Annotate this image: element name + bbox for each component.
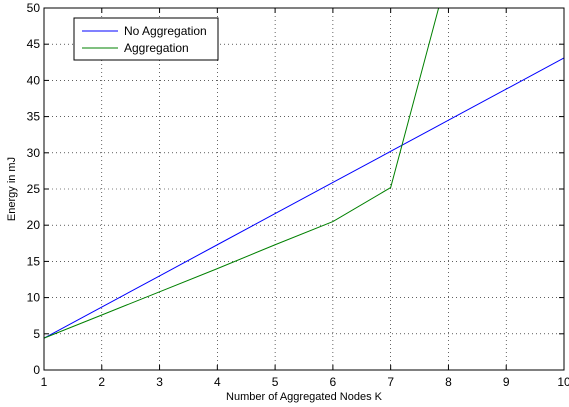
y-tick-label: 20 [27, 218, 41, 232]
y-tick-label: 35 [27, 110, 41, 124]
y-axis-label: Energy in mJ [6, 157, 18, 221]
x-tick-label: 8 [445, 375, 452, 389]
y-tick-label: 45 [27, 37, 41, 51]
y-tick-label: 5 [33, 327, 40, 341]
y-tick-label: 50 [27, 1, 41, 15]
x-tick-label: 4 [214, 375, 221, 389]
grid [43, 7, 565, 371]
y-tick-label: 0 [33, 363, 40, 377]
x-axis-label: Number of Aggregated Nodes K [226, 391, 383, 403]
x-tick-label: 10 [557, 375, 569, 389]
x-tick-label: 2 [98, 375, 105, 389]
legend-label-no-aggregation: No Aggregation [124, 24, 207, 38]
series-lines [43, 7, 565, 339]
x-tick-label: 1 [41, 375, 48, 389]
y-tick-label: 15 [27, 254, 41, 268]
x-tick-label: 6 [330, 375, 337, 389]
legend-label-aggregation: Aggregation [124, 41, 189, 55]
y-tick-label: 30 [27, 146, 41, 160]
x-tick-label: 3 [156, 375, 163, 389]
y-tick-label: 10 [27, 291, 41, 305]
y-tick-label: 25 [27, 182, 41, 196]
y-tick-label: 40 [27, 73, 41, 87]
legend-box [73, 17, 219, 61]
x-tick-label: 5 [272, 375, 279, 389]
series-line-aggregation [43, 7, 440, 339]
series-line-no-aggregation [43, 57, 565, 339]
legend: No Aggregation Aggregation [73, 17, 219, 61]
x-tick-label: 9 [503, 375, 510, 389]
x-tick-label: 7 [387, 375, 394, 389]
